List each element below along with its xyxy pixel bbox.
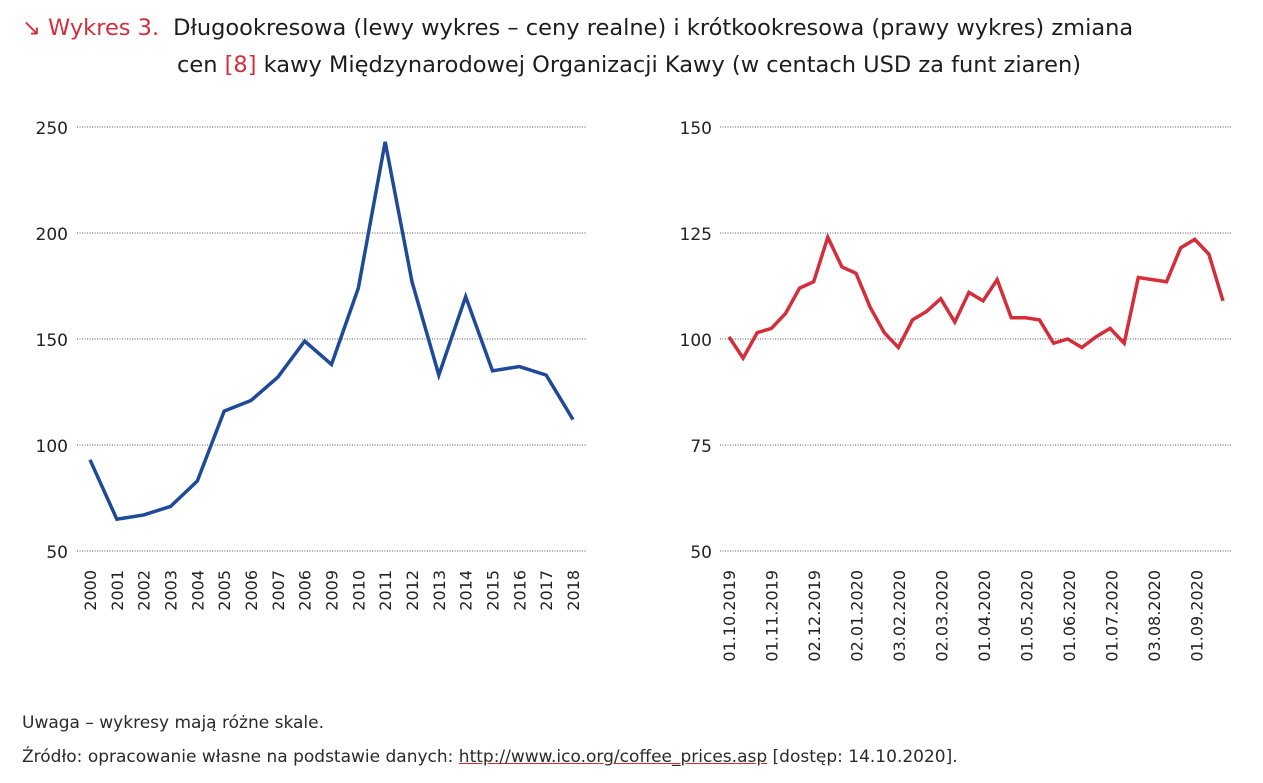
x-tick-label: 01.07.2020 — [1103, 570, 1122, 662]
x-tick-label: 01.11.2019 — [763, 570, 782, 662]
x-tick-label: 2006 — [242, 570, 261, 611]
x-tick-label: 02.03.2020 — [933, 570, 952, 662]
footnotes: Uwaga – wykresy mają różne skale. Źródło… — [22, 706, 958, 774]
x-tick-label: 01.10.2019 — [720, 570, 739, 662]
x-tick-label: 2002 — [135, 570, 154, 611]
x-tick-label: 01.05.2020 — [1018, 570, 1037, 662]
x-tick-label: 2018 — [564, 570, 583, 611]
x-tick-label: 2016 — [510, 570, 529, 611]
x-tick-label: 2011 — [376, 570, 395, 611]
y-tick-label: 50 — [46, 543, 68, 563]
scale-note: Uwaga – wykresy mają różne skale. — [22, 713, 324, 733]
series-line — [88, 141, 575, 522]
y-tick-label: 100 — [680, 331, 712, 351]
x-tick-label: 2006 — [296, 570, 315, 611]
series-line — [727, 232, 1225, 362]
y-tick-label: 100 — [36, 437, 68, 457]
x-tick-label: 2013 — [430, 570, 449, 611]
left-chart: 50 100 150 200 250 2000 2001 2002 2003 2004 2005 20… — [36, 119, 586, 611]
x-tick-label: 02.01.2020 — [848, 570, 867, 662]
y-tick-label: 250 — [36, 119, 68, 139]
x-tick-label: 03.08.2020 — [1145, 570, 1164, 662]
right-chart: 50 75 100 125 150 01.10.2019 01.11.2019 02.12.2… — [680, 119, 1231, 662]
x-tick-label: 2000 — [81, 570, 100, 611]
chart-title: ↘ Wykres 3. Długookresowa (lewy wykres –… — [22, 10, 1252, 84]
x-tick-label: 01.04.2020 — [975, 570, 994, 662]
reference-link[interactable]: [8] — [224, 52, 257, 78]
x-tick-label: 2001 — [108, 570, 127, 611]
x-tick-label: 2010 — [349, 570, 368, 611]
source-note: Źródło: opracowanie własne na podstawie … — [22, 747, 958, 767]
source-link[interactable]: http://www.ico.org/coffee_prices.asp — [458, 747, 768, 767]
x-tick-label: 2017 — [537, 570, 556, 611]
x-tick-label: 2009 — [323, 570, 342, 611]
x-tick-label: 2014 — [457, 570, 476, 611]
y-tick-label: 150 — [36, 331, 68, 351]
y-tick-label: 200 — [36, 225, 68, 245]
x-tick-label: 2012 — [403, 570, 422, 611]
title-line-2: cen [8] kawy Międzynarodowej Organizacji… — [177, 52, 1082, 78]
x-tick-label: 2005 — [215, 570, 234, 611]
y-tick-label: 50 — [690, 543, 712, 563]
x-tick-label: 2004 — [188, 570, 207, 611]
x-tick-label: 2015 — [484, 570, 503, 611]
x-tick-label: 2003 — [162, 570, 181, 611]
title-line-1: Długookresowa (lewy wykres – ceny realne… — [173, 15, 1134, 41]
y-tick-label: 125 — [680, 225, 712, 245]
x-tick-label: 2007 — [269, 570, 288, 611]
y-tick-label: 75 — [690, 437, 712, 457]
x-tick-label: 03.02.2020 — [890, 570, 909, 662]
x-tick-label: 01.06.2020 — [1060, 570, 1079, 662]
figure-number: ↘ Wykres 3. — [22, 15, 160, 41]
x-tick-label: 01.09.2020 — [1188, 570, 1207, 662]
x-tick-label: 02.12.2019 — [805, 570, 824, 662]
y-tick-label: 150 — [680, 119, 712, 139]
